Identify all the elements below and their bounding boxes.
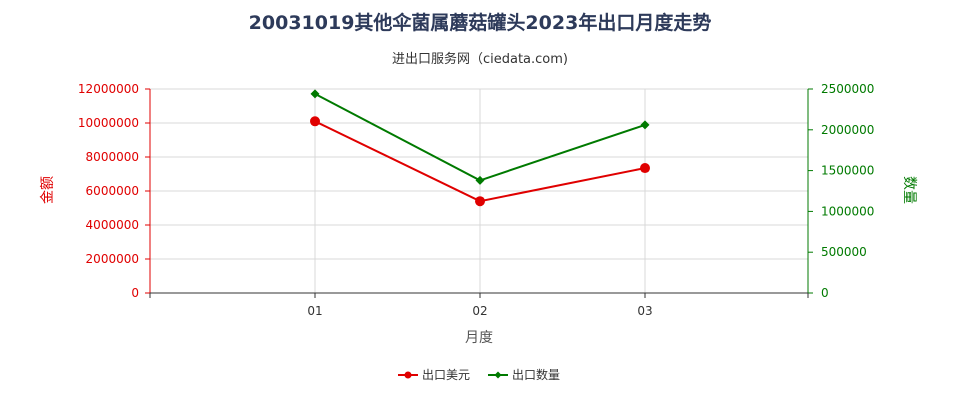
left-tick-label: 6000000 (86, 184, 139, 198)
right-axis-tick-labels: 0 500000 1000000 1500000 2000000 2500000 (821, 82, 874, 300)
chart-title: 20031019其他伞菌属蘑菇罐头2023年出口月度走势 (249, 11, 712, 34)
legend-item-1[interactable]: 出口数量 (488, 367, 560, 382)
right-tick-label: 0 (821, 286, 829, 300)
legend-item-0[interactable]: 出口美元 (398, 368, 470, 382)
legend[interactable]: 出口美元 出口数量 (398, 367, 560, 382)
legend-marker-circle (404, 371, 412, 379)
left-tick-label: 0 (131, 286, 139, 300)
data-point-circle[interactable] (310, 116, 320, 127)
left-tick-label: 2000000 (86, 252, 139, 266)
right-tick-label: 2500000 (821, 82, 874, 96)
x-tick-label: 02 (472, 304, 487, 318)
right-axis-title: 数量 (901, 176, 917, 204)
x-tick-label: 01 (307, 304, 322, 318)
right-tick-label: 2000000 (821, 123, 874, 137)
data-point-diamond[interactable] (310, 89, 320, 99)
legend-marker-diamond (494, 371, 502, 379)
right-tick-label: 1000000 (821, 204, 874, 218)
series-layer (310, 89, 650, 207)
chart-subtitle: 进出口服务网（ciedata.com) (392, 51, 568, 67)
x-axis-title: 月度 (465, 330, 493, 346)
left-axis-title: 金额 (40, 176, 56, 204)
data-point-diamond[interactable] (640, 120, 650, 130)
left-tick-label: 4000000 (86, 218, 139, 232)
grid-lines (150, 88, 808, 293)
left-tick-label: 8000000 (86, 150, 139, 164)
legend-label: 出口数量 (512, 367, 560, 382)
data-point-circle[interactable] (475, 196, 485, 207)
left-tick-label: 10000000 (78, 116, 139, 130)
legend-label: 出口美元 (422, 368, 470, 382)
axes (145, 88, 813, 298)
left-axis-tick-labels: 0 2000000 4000000 6000000 8000000 10000000 120… (78, 82, 139, 300)
data-point-diamond[interactable] (475, 175, 485, 185)
data-point-circle[interactable] (640, 163, 650, 174)
left-tick-label: 12000000 (78, 82, 139, 96)
x-tick-label: 03 (637, 304, 652, 318)
right-tick-label: 500000 (821, 245, 867, 259)
x-axis-tick-labels: 01 02 03 (307, 304, 652, 318)
right-tick-label: 1500000 (821, 164, 874, 178)
